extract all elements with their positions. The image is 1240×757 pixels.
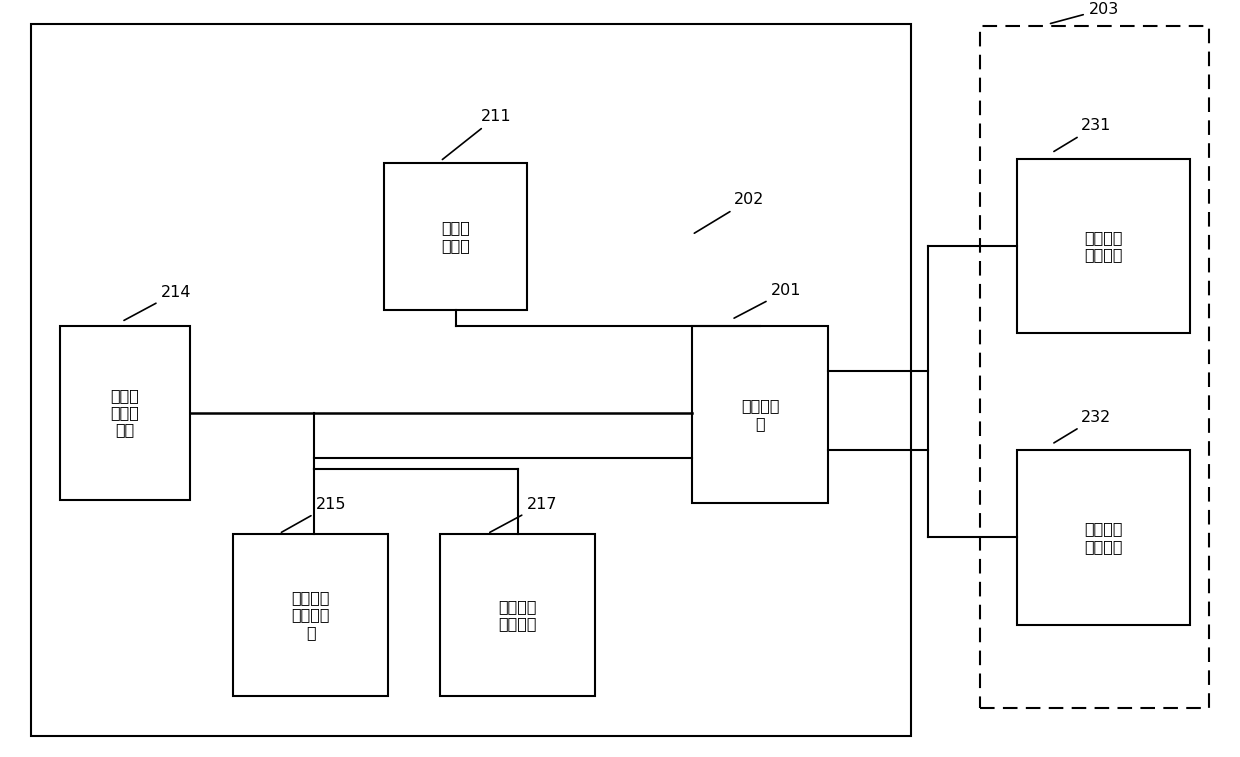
- Text: 214: 214: [124, 285, 192, 320]
- Text: 203: 203: [1050, 2, 1118, 23]
- Text: 标准信号
采集模块: 标准信号 采集模块: [498, 599, 537, 631]
- Bar: [60, 326, 190, 500]
- Bar: [980, 26, 1209, 708]
- Text: 同步信
号控制
模块: 同步信 号控制 模块: [110, 388, 139, 438]
- Text: 本地人机
交互模块: 本地人机 交互模块: [1084, 230, 1123, 262]
- Text: 231: 231: [1054, 118, 1111, 151]
- Bar: [31, 24, 911, 736]
- Bar: [384, 163, 527, 310]
- Text: 主控制模
块: 主控制模 块: [740, 398, 780, 431]
- Text: 217: 217: [490, 497, 558, 532]
- Bar: [440, 534, 595, 696]
- Text: 201: 201: [734, 283, 802, 318]
- Bar: [1017, 450, 1190, 625]
- Text: 232: 232: [1054, 410, 1111, 443]
- Text: 电子互感
器采集模
块: 电子互感 器采集模 块: [291, 590, 330, 640]
- Bar: [692, 326, 828, 503]
- Text: 202: 202: [694, 192, 764, 233]
- Bar: [1017, 159, 1190, 333]
- Text: 温笱控
制模块: 温笱控 制模块: [441, 220, 470, 253]
- Text: 211: 211: [443, 109, 512, 160]
- Text: 215: 215: [281, 497, 347, 532]
- Text: 远程人机
交互模块: 远程人机 交互模块: [1084, 522, 1123, 553]
- Bar: [233, 534, 388, 696]
